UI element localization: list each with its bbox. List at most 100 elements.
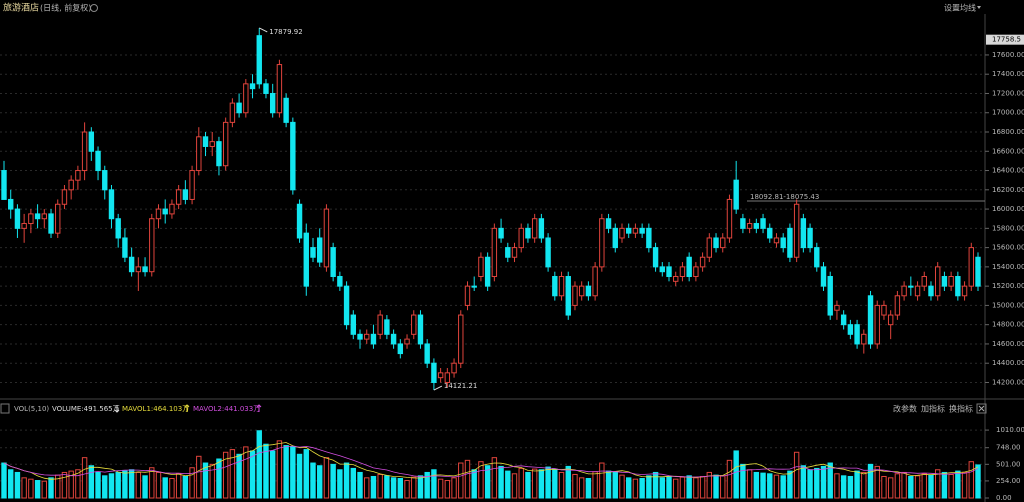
candle-body (135, 266, 142, 273)
y-tick-label: 16200.00 (992, 186, 1024, 194)
volume-bar (122, 470, 128, 499)
volume-bar (632, 478, 639, 499)
y-tick-label: 15200.00 (992, 282, 1024, 290)
volume-bar (209, 463, 215, 499)
volume-bar (464, 459, 471, 499)
volume-bar (948, 473, 954, 499)
candle-body (525, 227, 531, 239)
candle-body (8, 198, 14, 210)
down-arrow (114, 405, 120, 413)
button[interactable]: 加指标 (921, 404, 945, 414)
candle-body (397, 343, 404, 355)
candle-body (310, 247, 316, 258)
volume-bar (337, 469, 343, 499)
candle-body (733, 179, 739, 210)
up-arrow (256, 404, 262, 412)
volume-bar (431, 469, 437, 499)
candle-body (639, 227, 645, 234)
volume-bar (417, 475, 424, 499)
candle-body (814, 247, 820, 268)
candle-body (484, 256, 491, 287)
y-tick-label: 14600.00 (992, 340, 1024, 348)
y-tick-label: 14400.00 (992, 359, 1024, 367)
volume-bar (626, 477, 632, 499)
candle-body (740, 218, 746, 229)
volume-bar (820, 465, 827, 499)
volume-bar (491, 457, 498, 499)
candle-body (847, 324, 854, 335)
volume-bar (196, 455, 202, 499)
volume-bar (343, 462, 350, 499)
candle-body (357, 333, 363, 340)
button[interactable]: 换指标 (949, 404, 973, 414)
volume-bar (317, 465, 323, 499)
candle-body (21, 223, 27, 229)
close-button[interactable] (976, 403, 987, 414)
y-tick-label: 16800.00 (992, 128, 1024, 136)
candle-body (128, 256, 135, 273)
cursor-price: 17758.5 (992, 36, 1021, 44)
volume-bar (34, 480, 41, 499)
candle-body (874, 304, 880, 345)
volume-bar (229, 449, 236, 499)
candle-body (290, 121, 296, 191)
candle-body (28, 213, 34, 225)
volume-bar (115, 471, 121, 499)
candle-body (827, 276, 833, 316)
candle-body (505, 247, 511, 258)
candle-body (276, 64, 283, 114)
candle-body (350, 314, 356, 335)
volume-bar (659, 477, 665, 499)
volume-bar (760, 472, 766, 499)
volume-bar (249, 450, 256, 499)
volume-bar (545, 466, 551, 499)
candle-body (377, 314, 383, 335)
candle-body (384, 319, 390, 335)
volume-bar (679, 476, 686, 499)
volume-bar (639, 478, 645, 499)
candle-body (760, 218, 766, 229)
volume-bar (578, 477, 585, 499)
volume-bar (807, 469, 813, 499)
volume-bar (847, 475, 854, 499)
candle-body (269, 92, 276, 114)
volume-bar (706, 471, 713, 499)
candle-body (934, 266, 941, 297)
volume-bar (834, 473, 840, 499)
volume-bar (612, 471, 618, 499)
candle-body (800, 218, 807, 249)
candle-body (108, 189, 115, 220)
y-tick-label: 501.00 (996, 460, 1021, 468)
volume-bar (216, 458, 222, 499)
volume-bar (1, 462, 7, 499)
volume-bar (531, 468, 538, 499)
ma-button[interactable]: 设置均线 (944, 3, 976, 13)
candle-body (323, 208, 330, 268)
candle-body (840, 314, 847, 326)
candle-body (256, 35, 262, 85)
help-icon[interactable] (0, 403, 10, 414)
ma-line (3, 445, 979, 478)
candle-body (948, 276, 954, 287)
button[interactable]: 改参数 (893, 404, 917, 414)
candle-body (88, 131, 95, 152)
volume-bar (767, 473, 773, 499)
volume-bar (95, 471, 101, 499)
volume-bar (599, 462, 605, 499)
candle-body (458, 314, 464, 364)
volume-bar (686, 475, 692, 499)
candle-body (578, 285, 585, 297)
volume-bar (753, 471, 760, 499)
candle-body (175, 189, 182, 205)
volume-bar (746, 469, 753, 499)
candle-body (296, 203, 303, 239)
volume-bar (605, 470, 612, 499)
volume-bar (444, 480, 451, 499)
settings-icon[interactable] (90, 4, 98, 12)
candle-body (605, 218, 612, 229)
candle-body (780, 237, 786, 249)
volume-bar (48, 477, 54, 499)
volume-label: VOLUME:491.565万 (52, 405, 120, 413)
volume-bar (390, 477, 397, 499)
leader-line (433, 385, 443, 391)
